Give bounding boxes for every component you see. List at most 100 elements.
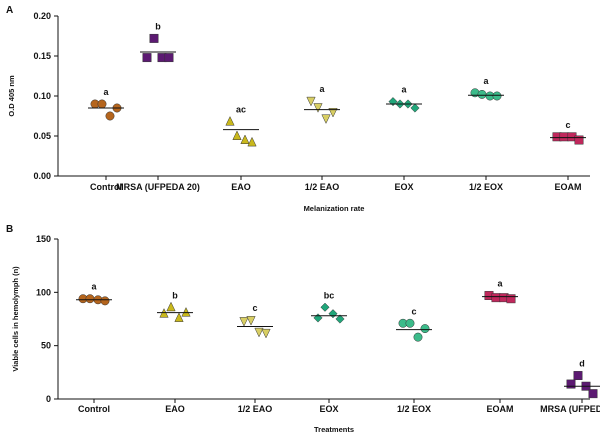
panel-b-category-label: EOAM bbox=[487, 404, 514, 414]
panel-a-group: MRSA (UFPEDA 20) b bbox=[116, 21, 200, 192]
panel-a-data-point bbox=[559, 132, 569, 142]
panel-b-y-tick-label: 100 bbox=[36, 287, 51, 297]
panel-b-y-tick-label: 0 bbox=[46, 394, 51, 404]
panel-a-significance-letter: c bbox=[565, 120, 570, 130]
panel-b-significance-letter: c bbox=[411, 306, 416, 316]
panel-b-data-point bbox=[506, 294, 516, 304]
panel-a-significance-letter: b bbox=[155, 21, 161, 31]
panel-a-group: EOAM c bbox=[550, 120, 586, 192]
panel-a-data-point bbox=[240, 134, 250, 144]
panel-b-data-point bbox=[566, 379, 576, 389]
panel-a-data-point bbox=[328, 108, 338, 118]
panel-b-category-label: MRSA (UFPEDA 20) bbox=[540, 404, 600, 414]
panel-a-y-tick-label: 0.05 bbox=[33, 131, 51, 141]
panel-a-y-tick-label: 0.15 bbox=[33, 51, 51, 61]
panel-b-significance-letter: b bbox=[172, 290, 178, 300]
panel-b-group: Control a bbox=[76, 282, 112, 414]
panel-a-x-axis-title: Melanization rate bbox=[304, 204, 365, 213]
panel-b-data-point bbox=[261, 328, 271, 339]
panel-b-data-point bbox=[239, 317, 249, 327]
panel-b-data-point bbox=[166, 301, 176, 312]
panel-a-group: EOX a bbox=[386, 85, 422, 192]
panel-b-data-point bbox=[254, 327, 264, 338]
panel-b-data-point bbox=[320, 302, 330, 312]
panel-b-data-point bbox=[181, 307, 191, 317]
panel-a-category-label: MRSA (UFPEDA 20) bbox=[116, 182, 200, 192]
panel-a-significance-letter: ac bbox=[236, 105, 246, 115]
panel-a-data-point bbox=[225, 116, 235, 126]
panel-b-significance-letter: bc bbox=[324, 290, 335, 300]
panel-b-significance-letter: c bbox=[252, 303, 257, 313]
panel-a-y-tick-label: 0.20 bbox=[33, 11, 51, 21]
panel-b-label: B bbox=[6, 224, 13, 235]
panel-a-group: Control a bbox=[88, 87, 124, 192]
panel-b-category-label: 1/2 EOX bbox=[397, 404, 431, 414]
panel-a-category-label: 1/2 EAO bbox=[305, 182, 340, 192]
panel-b-data-point bbox=[174, 312, 184, 322]
panel-a-significance-letter: a bbox=[103, 87, 109, 97]
panel-b-data-point bbox=[328, 309, 338, 319]
panel-b-significance-letter: d bbox=[579, 359, 585, 369]
panel-b-group: 1/2 EOX c bbox=[396, 306, 432, 414]
panel-a-data-point bbox=[247, 136, 257, 147]
panel-a-category-label: EOX bbox=[394, 182, 413, 192]
panel-b-y-axis-title: Viable cells in hemolymph (n) bbox=[11, 266, 20, 372]
panel-b-category-label: 1/2 EAO bbox=[238, 404, 273, 414]
panel-a-significance-letter: a bbox=[319, 84, 325, 94]
panel-b-data-point bbox=[85, 294, 95, 304]
panel-a-label: A bbox=[6, 5, 13, 16]
panel-b-significance-letter: a bbox=[91, 282, 97, 292]
panel-b-data-point bbox=[246, 316, 256, 326]
panel-b-data-point bbox=[588, 389, 598, 399]
panel-a-data-point bbox=[574, 135, 584, 145]
panel-b-data-point bbox=[413, 332, 423, 342]
panel-b-category-label: Control bbox=[78, 404, 110, 414]
panel-a-group: 1/2 EOX a bbox=[468, 76, 504, 192]
panel-a-data-point bbox=[388, 97, 398, 107]
panel-a-data-point bbox=[410, 103, 420, 113]
panel-b-category-label: EOX bbox=[319, 404, 338, 414]
panel-a-significance-letter: a bbox=[483, 76, 489, 86]
panel-a-category-label: EAO bbox=[231, 182, 251, 192]
panel-b-data-point bbox=[491, 293, 501, 303]
panel-a-data-point bbox=[142, 53, 152, 63]
panel-b-data-point bbox=[405, 318, 415, 328]
panel-a-data-point bbox=[492, 91, 502, 101]
panel-a-data-point bbox=[164, 53, 174, 63]
panel-a-category-label: 1/2 EOX bbox=[469, 182, 503, 192]
panel-b-data-point bbox=[573, 371, 583, 380]
panel-a-data-point bbox=[97, 99, 107, 109]
panel-b: B 0 50 100 150 Viable cells in hemolymph (n) T… bbox=[6, 224, 600, 434]
panel-b-data-point bbox=[313, 313, 323, 323]
panel-b-group: MRSA (UFPEDA 20) d bbox=[540, 359, 600, 414]
panel-b-group: EOAM a bbox=[482, 279, 518, 414]
panel-b-x-axis-title: Treatments bbox=[314, 425, 354, 434]
panel-b-data-point bbox=[100, 296, 110, 306]
panel-a-significance-letter: a bbox=[401, 85, 407, 95]
panel-a-data-point bbox=[306, 96, 316, 107]
panel-a-category-label: Control bbox=[90, 182, 122, 192]
panel-a-data-point bbox=[313, 103, 323, 113]
panel-b-group: EAO b bbox=[157, 290, 193, 414]
panel-b-y-tick-label: 150 bbox=[36, 234, 51, 244]
panel-a-group: 1/2 EAO a bbox=[304, 84, 340, 192]
panel-b-group: EOX bc bbox=[311, 290, 347, 414]
panel-a-data-point bbox=[477, 89, 487, 99]
panel-b-data-point bbox=[335, 314, 345, 324]
panel-b-data-point bbox=[420, 324, 430, 334]
panel-b-y-tick-label: 50 bbox=[41, 341, 51, 351]
panel-a-y-tick-label: 0.00 bbox=[33, 171, 51, 181]
panel-a-data-point bbox=[232, 130, 242, 140]
panel-a-y-tick-label: 0.10 bbox=[33, 91, 51, 101]
panel-b-significance-letter: a bbox=[497, 279, 503, 289]
panel-b-group: 1/2 EAO c bbox=[237, 303, 273, 414]
panel-a-data-point bbox=[105, 111, 115, 121]
panel-a-data-point bbox=[149, 33, 159, 43]
panel-a-category-label: EOAM bbox=[555, 182, 582, 192]
panel-b-category-label: EAO bbox=[165, 404, 185, 414]
panel-a-y-axis-title: O.D 405 nm bbox=[7, 75, 16, 117]
panel-a-data-point bbox=[321, 114, 331, 124]
panel-a-group: EAO ac bbox=[223, 105, 259, 192]
panel-a: A 0.00 0.05 0.10 0.15 0.20 O.D 405 nm Melanizat… bbox=[6, 5, 590, 213]
